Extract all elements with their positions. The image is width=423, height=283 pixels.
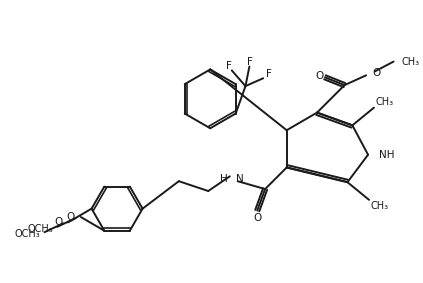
Text: O: O xyxy=(315,71,323,81)
Text: F: F xyxy=(247,57,253,67)
Text: OCH₃: OCH₃ xyxy=(27,224,53,234)
Text: CH₃: CH₃ xyxy=(401,57,420,67)
Text: O: O xyxy=(253,213,261,224)
Text: NH: NH xyxy=(379,150,394,160)
Text: N: N xyxy=(236,174,244,184)
Text: H: H xyxy=(220,174,228,184)
Text: CH₃: CH₃ xyxy=(376,97,394,107)
Text: F: F xyxy=(226,61,232,70)
Text: O: O xyxy=(372,68,380,78)
Text: O: O xyxy=(67,212,75,222)
Text: CH₃: CH₃ xyxy=(371,201,389,211)
Text: F: F xyxy=(266,69,272,79)
Text: OCH₃: OCH₃ xyxy=(15,229,41,239)
Text: O: O xyxy=(54,217,62,227)
